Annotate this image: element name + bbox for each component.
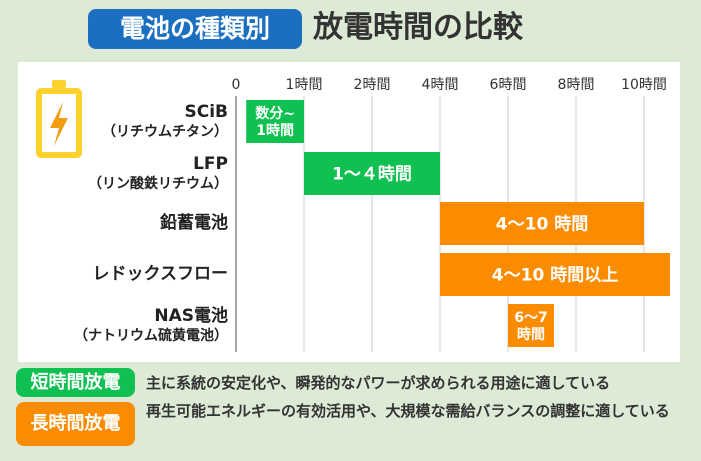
row-name: SCiB <box>184 101 228 122</box>
legend-long-badge: 長時間放電 <box>16 402 135 446</box>
bar-label: 1時間 <box>256 122 294 139</box>
x-tick-label: 10時間 <box>621 77 667 93</box>
page-title: 放電時間の比較 <box>313 10 523 45</box>
bar-label: 1～４時間 <box>332 164 412 185</box>
row-label: LFP （リン酸鉄リチウム） <box>88 154 228 194</box>
x-tick-label: 1時間 <box>286 77 323 93</box>
title-badge: 電池の種類別 <box>88 9 302 49</box>
legend-long-text: 再生可能エネルギーの有効活用や、大規模な需給バランスの調整に適している <box>146 402 670 420</box>
bar-short <box>304 152 440 195</box>
row-label: SCiB （リチウムチタン） <box>102 102 228 142</box>
bar-label: 6～7 <box>514 310 547 326</box>
bar-label: 4～10 時間 <box>496 214 588 235</box>
bar-label: 時間 <box>517 326 545 343</box>
bar-label: 4～10 時間以上 <box>492 265 618 286</box>
row-label: NAS電池 （ナトリウム硫黄電池） <box>74 306 228 346</box>
row-name: 鉛蓄電池 <box>160 212 228 233</box>
row-name: LFP <box>193 153 228 174</box>
row-subname: （リン酸鉄リチウム） <box>88 175 228 192</box>
row-label: 鉛蓄電池 <box>160 213 228 234</box>
row-name: NAS電池 <box>154 305 228 326</box>
x-tick-label: 0 <box>232 77 241 93</box>
x-tick-label: 6時間 <box>490 77 527 93</box>
bar-label: 数分~ <box>255 105 295 122</box>
x-tick-label: 8時間 <box>558 77 595 93</box>
row-subname: （リチウムチタン） <box>102 123 228 140</box>
bar-long <box>508 304 554 347</box>
row-label: レドックスフロー <box>93 264 229 285</box>
legend-short-badge: 短時間放電 <box>16 368 135 397</box>
bar-long <box>440 202 644 245</box>
bar-long <box>440 253 670 296</box>
battery-bolt-icon <box>36 80 82 158</box>
row-name: レドックスフロー <box>92 263 229 284</box>
legend-short-text: 主に系統の安定化や、瞬発的なパワーが求められる用途に適している <box>146 374 611 392</box>
chart-panel: 0 1時間 2時間 4時間 6時間 8時間 10時間 数分~ 1時間 1～４時間 4～10 時間 4～… <box>18 62 680 362</box>
bar-short <box>246 100 304 143</box>
row-subname: （ナトリウム硫黄電池） <box>74 327 228 344</box>
x-tick-label: 2時間 <box>354 77 391 93</box>
x-tick-label: 4時間 <box>422 77 459 93</box>
